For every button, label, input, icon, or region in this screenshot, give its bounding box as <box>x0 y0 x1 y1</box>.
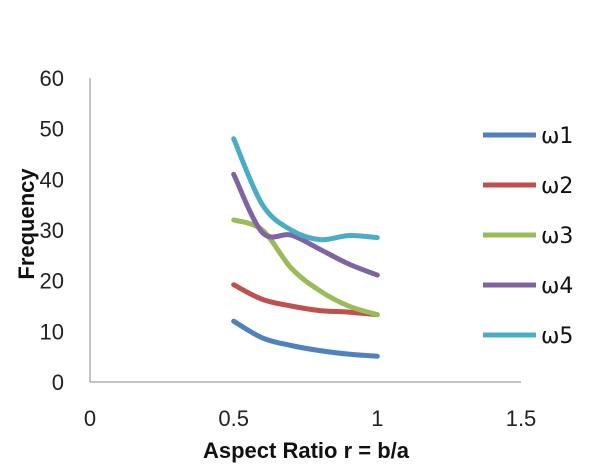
y-tick-label: 20 <box>40 269 64 294</box>
y-tick-label: 40 <box>40 167 64 192</box>
y-axis-title: Frequency <box>14 168 39 280</box>
series-lines <box>231 136 380 359</box>
series-line-5 <box>231 136 380 243</box>
axes <box>89 78 521 383</box>
y-tick-label: 50 <box>40 117 64 142</box>
x-axis-title: Aspect Ratio r = b/a <box>203 438 410 463</box>
y-tick-label: 30 <box>40 218 64 243</box>
legend-label-1: ω1 <box>541 124 573 149</box>
legend-label-5: ω5 <box>541 324 573 349</box>
x-tick-label: 0 <box>84 406 96 431</box>
legend-label-3: ω3 <box>541 224 573 249</box>
x-tick-label: 1.5 <box>506 406 537 431</box>
y-tick-label: 10 <box>40 319 64 344</box>
series-line-1 <box>231 318 380 359</box>
legend-label-4: ω4 <box>541 274 573 299</box>
x-tick-labels: 0 0.5 1 1.5 <box>84 406 536 431</box>
legend-label-2: ω2 <box>541 174 573 199</box>
series-line-4 <box>231 171 380 278</box>
y-tick-label: 0 <box>52 370 64 395</box>
series-line-2 <box>231 282 380 318</box>
y-tick-labels: 0 10 20 30 40 50 60 <box>40 66 64 395</box>
y-tick-label: 60 <box>40 66 64 91</box>
x-tick-label: 0.5 <box>218 406 249 431</box>
x-tick-label: 1 <box>371 406 383 431</box>
legend: ω1 ω2 ω3 ω4 ω5 <box>483 124 573 349</box>
